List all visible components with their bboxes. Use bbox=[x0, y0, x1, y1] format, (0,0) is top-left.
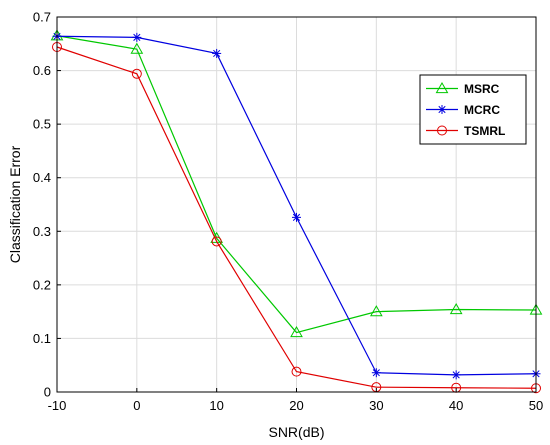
marker-stroke bbox=[213, 49, 221, 58]
y-tick-label: 0.7 bbox=[33, 10, 51, 25]
data-point-mcrc bbox=[212, 48, 222, 58]
x-tick-label: 50 bbox=[529, 398, 543, 413]
data-point-tsmrl bbox=[291, 366, 302, 377]
data-point-mcrc bbox=[132, 32, 142, 42]
y-tick-label: 0.6 bbox=[33, 63, 51, 78]
legend-label-tsmrl: TSMRL bbox=[464, 124, 505, 138]
x-tick-label: -10 bbox=[48, 398, 67, 413]
data-point-msrc bbox=[449, 302, 463, 315]
legend: MSRC MCRC TSMRL bbox=[419, 74, 527, 145]
legend-marker-tsmrl bbox=[437, 125, 447, 136]
y-tick-label: 0.5 bbox=[33, 117, 51, 132]
marker-stroke bbox=[372, 369, 380, 377]
x-tick-label: 0 bbox=[133, 398, 140, 413]
legend-label-msrc: MSRC bbox=[464, 82, 500, 96]
y-tick-label: 0.2 bbox=[33, 277, 51, 292]
x-tick-label: 40 bbox=[449, 398, 463, 413]
x-tick-label: 20 bbox=[289, 398, 303, 413]
y-tick-label: 0 bbox=[44, 385, 51, 400]
legend-marker-mcrc bbox=[437, 105, 447, 114]
x-tick-label: 10 bbox=[209, 398, 223, 413]
y-tick-label: 0.1 bbox=[33, 331, 51, 346]
data-point-mcrc bbox=[371, 368, 381, 378]
data-point-mcrc bbox=[292, 212, 301, 222]
legend-item-mcrc: MCRC bbox=[426, 103, 500, 117]
x-axis-title: SNR(dB) bbox=[268, 424, 324, 440]
legend-marker-msrc bbox=[435, 81, 449, 94]
marker-stroke bbox=[292, 213, 301, 221]
legend-item-tsmrl: TSMRL bbox=[426, 124, 505, 138]
series-line-msrc bbox=[56, 35, 537, 334]
series-line-tsmrl bbox=[56, 46, 537, 389]
y-tick-label: 0.4 bbox=[33, 170, 51, 185]
legend-label-mcrc: MCRC bbox=[464, 103, 500, 117]
y-tick-label: 0.3 bbox=[33, 224, 51, 239]
marker-stroke bbox=[452, 371, 460, 379]
data-point-tsmrl bbox=[211, 236, 222, 247]
data-point-msrc bbox=[369, 305, 383, 317]
y-axis-title: Classification Error bbox=[7, 145, 23, 263]
data-point-msrc bbox=[290, 326, 303, 338]
x-tick-label: 30 bbox=[369, 398, 383, 413]
marker-stroke bbox=[133, 33, 141, 41]
data-point-msrc bbox=[130, 42, 144, 54]
grid bbox=[56, 16, 537, 393]
marker-stroke bbox=[438, 105, 446, 114]
data-point-tsmrl bbox=[131, 68, 142, 79]
data-point-mcrc bbox=[451, 370, 461, 380]
series-layer bbox=[50, 29, 543, 394]
legend-item-msrc: MSRC bbox=[426, 81, 500, 96]
